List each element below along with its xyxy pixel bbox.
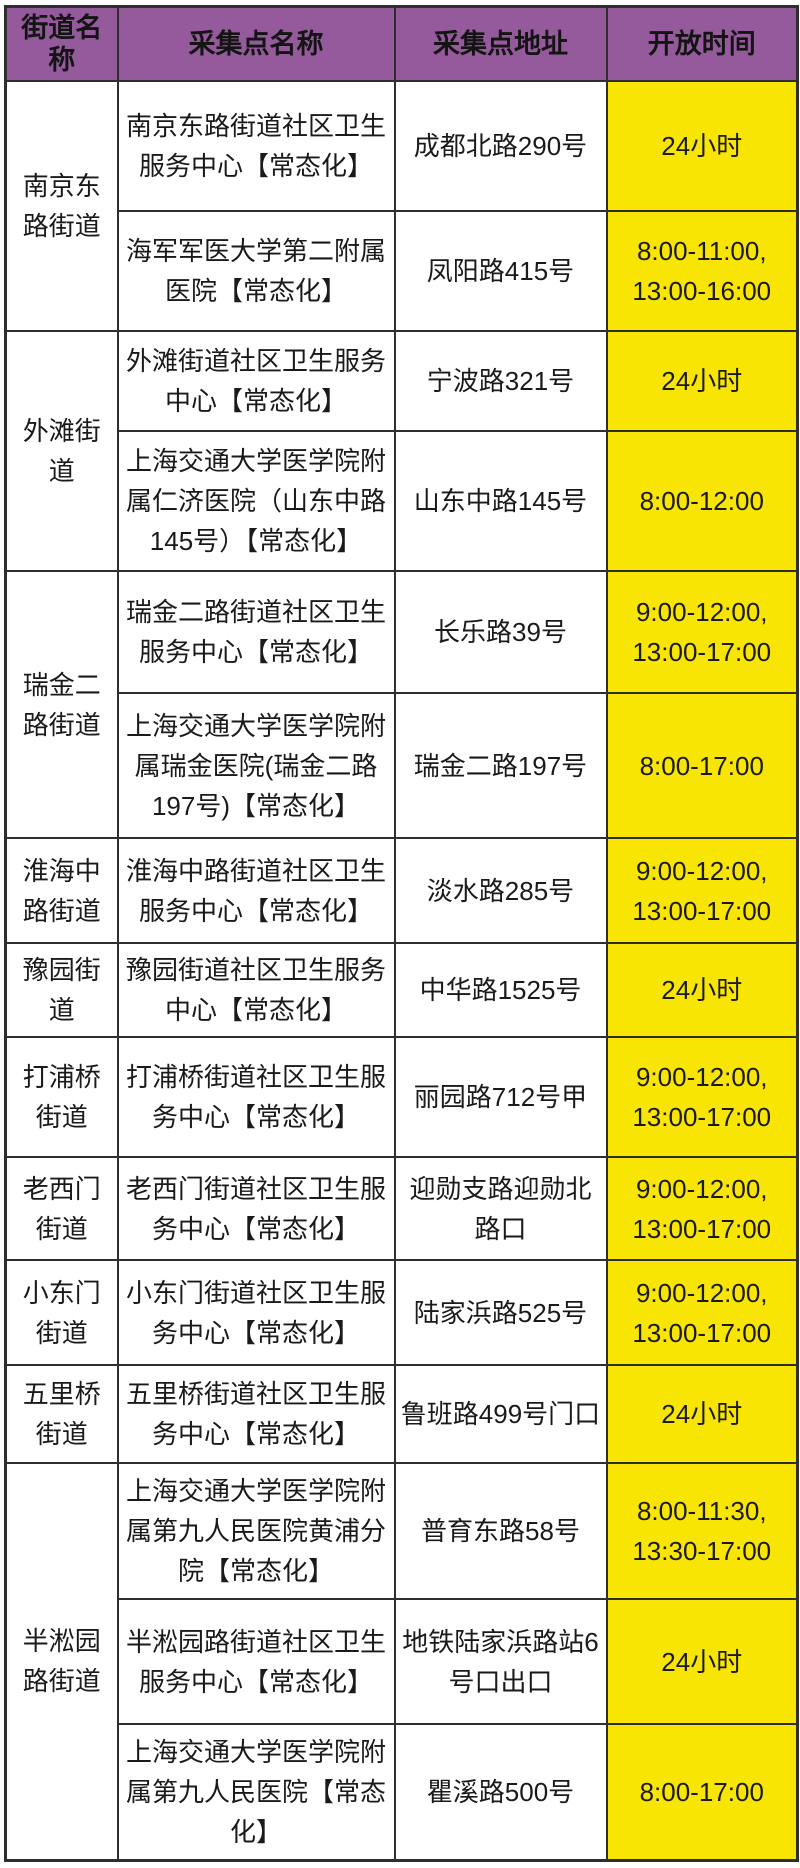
- street-cell: 打浦桥街道: [4, 1036, 119, 1158]
- table-row: 上海交通大学医学院附属瑞金医院(瑞金二路197号)【常态化】 瑞金二路197号 …: [6, 692, 799, 839]
- table-row: 豫园街道 豫园街道社区卫生服务中心【常态化】 中华路1525号 24小时: [4, 942, 799, 1038]
- site-name-cell: 外滩街道社区卫生服务中心【常态化】: [116, 330, 396, 432]
- column-header-address: 采集点地址: [393, 5, 608, 82]
- site-name-cell: 上海交通大学医学院附属第九人民医院【常态化】: [116, 1723, 396, 1861]
- address-cell: 成都北路290号: [393, 80, 608, 212]
- site-name-cell: 上海交通大学医学院附属瑞金医院(瑞金二路197号)【常态化】: [116, 692, 396, 839]
- hours-cell: 24小时: [605, 1598, 799, 1725]
- table-row: 上海交通大学医学院附属仁济医院（山东中路145号）【常态化】 山东中路145号 …: [6, 430, 799, 572]
- address-cell: 瞿溪路500号: [393, 1723, 608, 1861]
- table-row: 淮海中路街道 淮海中路街道社区卫生服务中心【常态化】 淡水路285号 9:00-…: [4, 837, 799, 944]
- street-cell: 五里桥街道: [4, 1364, 119, 1464]
- table-row: 南京东路街道 南京东路街道社区卫生服务中心【常态化】 成都北路290号 24小时: [4, 80, 799, 332]
- site-name-cell: 豫园街道社区卫生服务中心【常态化】: [116, 942, 396, 1038]
- collection-points-table: 街道名称 采集点名称 采集点地址 开放时间 南京东路街道 南京东路街道社区卫生服…: [4, 5, 799, 1862]
- address-cell: 丽园路712号甲: [393, 1036, 608, 1158]
- street-cell: 老西门街道: [4, 1156, 119, 1261]
- hours-cell: 9:00-12:00, 13:00-17:00: [605, 1036, 799, 1158]
- hours-cell: 8:00-17:00: [605, 692, 799, 839]
- site-name-cell: 瑞金二路街道社区卫生服务中心【常态化】: [116, 570, 396, 694]
- address-cell: 凤阳路415号: [393, 210, 608, 332]
- hours-cell: 9:00-12:00, 13:00-17:00: [605, 570, 799, 694]
- table-row: 半淞园路街道 上海交通大学医学院附属第九人民医院黄浦分院【常态化】 普育东路58…: [4, 1462, 799, 1861]
- address-cell: 山东中路145号: [393, 430, 608, 572]
- address-cell: 宁波路321号: [393, 330, 608, 432]
- site-name-cell: 半淞园路街道社区卫生服务中心【常态化】: [116, 1598, 396, 1725]
- address-cell: 普育东路58号: [393, 1462, 608, 1600]
- street-cell: 豫园街道: [4, 942, 119, 1038]
- hours-cell: 9:00-12:00, 13:00-17:00: [605, 837, 799, 944]
- hours-cell: 9:00-12:00, 13:00-17:00: [605, 1156, 799, 1261]
- address-cell: 迎勋支路迎勋北路口: [393, 1156, 608, 1261]
- address-cell: 陆家浜路525号: [393, 1259, 608, 1366]
- street-cell: 瑞金二路街道: [4, 570, 119, 839]
- table-row: 五里桥街道 五里桥街道社区卫生服务中心【常态化】 鲁班路499号门口 24小时: [4, 1364, 799, 1464]
- address-cell: 瑞金二路197号: [393, 692, 608, 839]
- table-row: 海军军医大学第二附属医院【常态化】 凤阳路415号 8:00-11:00, 13…: [6, 210, 799, 332]
- hours-cell: 8:00-11:00, 13:00-16:00: [605, 210, 799, 332]
- table-row: 半淞园路街道社区卫生服务中心【常态化】 地铁陆家浜路站6号口出口 24小时: [6, 1598, 799, 1725]
- hours-cell: 24小时: [605, 942, 799, 1038]
- column-header-site-name: 采集点名称: [116, 5, 396, 82]
- street-cell: 淮海中路街道: [4, 837, 119, 944]
- site-name-cell: 小东门街道社区卫生服务中心【常态化】: [116, 1259, 396, 1366]
- hours-cell: 24小时: [605, 80, 799, 212]
- hours-cell: 8:00-17:00: [605, 1723, 799, 1861]
- street-cell: 小东门街道: [4, 1259, 119, 1366]
- site-name-cell: 打浦桥街道社区卫生服务中心【常态化】: [116, 1036, 396, 1158]
- header-row: 街道名称 采集点名称 采集点地址 开放时间: [4, 5, 799, 82]
- table-row: 小东门街道 小东门街道社区卫生服务中心【常态化】 陆家浜路525号 9:00-1…: [4, 1259, 799, 1366]
- site-name-cell: 老西门街道社区卫生服务中心【常态化】: [116, 1156, 396, 1261]
- hours-cell: 24小时: [605, 330, 799, 432]
- hours-cell: 8:00-12:00: [605, 430, 799, 572]
- table-row: 老西门街道 老西门街道社区卫生服务中心【常态化】 迎勋支路迎勋北路口 9:00-…: [4, 1156, 799, 1261]
- table-row: 瑞金二路街道 瑞金二路街道社区卫生服务中心【常态化】 长乐路39号 9:00-1…: [4, 570, 799, 839]
- street-cell: 外滩街道: [4, 330, 119, 572]
- site-name-cell: 海军军医大学第二附属医院【常态化】: [116, 210, 396, 332]
- hours-cell: 24小时: [605, 1364, 799, 1464]
- site-name-cell: 上海交通大学医学院附属仁济医院（山东中路145号）【常态化】: [116, 430, 396, 572]
- table-row: 上海交通大学医学院附属第九人民医院【常态化】 瞿溪路500号 8:00-17:0…: [6, 1723, 799, 1861]
- site-name-cell: 南京东路街道社区卫生服务中心【常态化】: [116, 80, 396, 212]
- address-cell: 鲁班路499号门口: [393, 1364, 608, 1464]
- street-cell: 半淞园路街道: [4, 1462, 119, 1861]
- table-row: 外滩街道 外滩街道社区卫生服务中心【常态化】 宁波路321号 24小时: [4, 330, 799, 572]
- site-name-cell: 上海交通大学医学院附属第九人民医院黄浦分院【常态化】: [116, 1462, 396, 1600]
- hours-cell: 9:00-12:00, 13:00-17:00: [605, 1259, 799, 1366]
- site-name-cell: 五里桥街道社区卫生服务中心【常态化】: [116, 1364, 396, 1464]
- table-row: 打浦桥街道 打浦桥街道社区卫生服务中心【常态化】 丽园路712号甲 9:00-1…: [4, 1036, 799, 1158]
- column-header-street: 街道名称: [4, 5, 119, 82]
- address-cell: 淡水路285号: [393, 837, 608, 944]
- address-cell: 长乐路39号: [393, 570, 608, 694]
- site-name-cell: 淮海中路街道社区卫生服务中心【常态化】: [116, 837, 396, 944]
- hours-cell: 8:00-11:30, 13:30-17:00: [605, 1462, 799, 1600]
- street-cell: 南京东路街道: [4, 80, 119, 332]
- address-cell: 地铁陆家浜路站6号口出口: [393, 1598, 608, 1725]
- address-cell: 中华路1525号: [393, 942, 608, 1038]
- column-header-hours: 开放时间: [605, 5, 799, 82]
